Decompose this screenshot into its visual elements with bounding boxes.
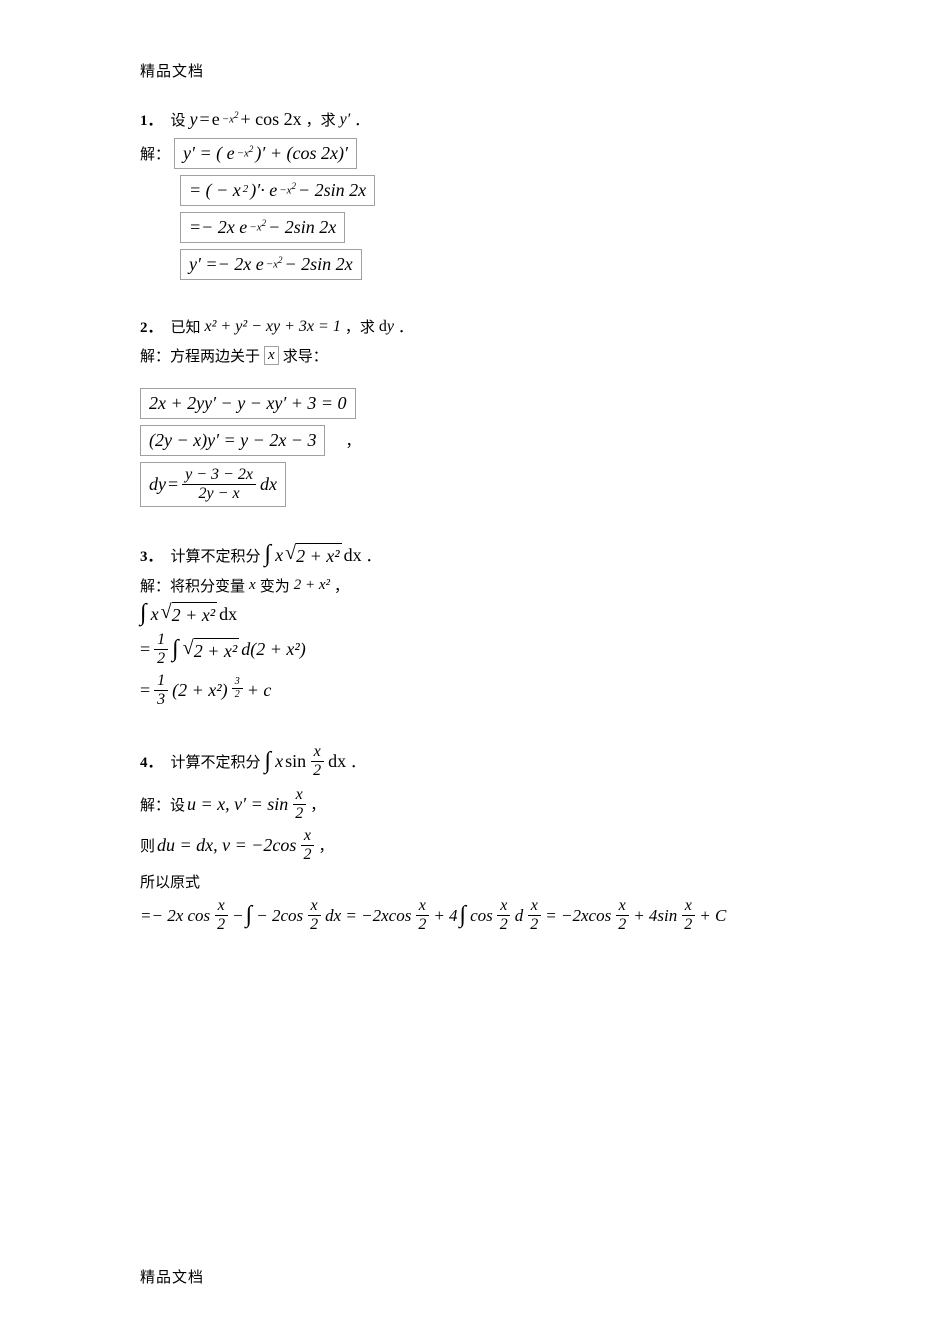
fraction: y − 3 − 2x 2y − x xyxy=(182,467,256,502)
solution-line: = 1 2 ∫ √2 + x² d(2 + x²) xyxy=(140,632,805,667)
boxed-math: = ( − x2)′· e−x2 − 2sin 2x xyxy=(180,175,375,206)
math-expression: y = e−x2 + cos 2x xyxy=(190,109,302,130)
boxed-math: (2y − x)y′ = y − 2x − 3 xyxy=(140,425,325,456)
solution-label: 解：方程两边关于 x 求导： xyxy=(140,345,805,366)
fraction-exponent: 3 2 xyxy=(230,677,245,700)
sqrt: √2 + x² xyxy=(183,638,240,662)
solution-line: 则 du = dx, v = −2cos x 2 ， xyxy=(140,828,805,863)
sqrt: √2 + x² xyxy=(285,543,342,567)
fraction: x2 xyxy=(615,898,629,933)
integral-icon: ∫ xyxy=(265,752,272,771)
boxed-math: dy = y − 3 − 2x 2y − x dx xyxy=(140,462,286,507)
fraction: x2 xyxy=(415,898,429,933)
fraction: x2 xyxy=(681,898,695,933)
solution-line: = 1 3 (2 + x²) 3 2 + c xyxy=(140,673,805,708)
problem-2: 2． 已知 x² + y² − xy + 3x = 1 ，求 dy ． xyxy=(140,316,805,337)
solution-line: 解：设 u = x, v′ = sin x 2 ， xyxy=(140,787,805,822)
fraction: 1 2 xyxy=(154,632,168,667)
fraction: x2 xyxy=(214,898,228,933)
math-expression: ∫ x √2 + x² dx xyxy=(265,543,362,567)
solution-line: 解： y′ = ( e−x2 )′ + (cos 2x)′ xyxy=(140,138,805,169)
fraction: x 2 xyxy=(300,828,314,863)
solution-line: dy = y − 3 − 2x 2y − x dx xyxy=(140,462,805,507)
problem-1: 1． 设 y = e−x2 + cos 2x ，求 y′ ． xyxy=(140,109,805,130)
integral-icon: ∫ xyxy=(246,906,253,925)
solution-label: 所以原式 xyxy=(140,871,805,892)
fraction: x 2 xyxy=(310,744,324,779)
integral-icon: ∫ xyxy=(460,906,467,925)
problem-3: 3． 计算不定积分 ∫ x √2 + x² dx ． xyxy=(140,543,805,567)
fraction: x2 xyxy=(307,898,321,933)
problem-number: 3． xyxy=(140,545,163,566)
solution-line: (2y − x)y′ = y − 2x − 3 ， xyxy=(140,425,805,456)
solution-line: =− 2x cos x2 − ∫ − 2cos x2 dx = −2xcos x… xyxy=(140,898,805,933)
math-expression: ∫ x sin x 2 dx xyxy=(265,744,347,779)
fraction: 1 3 xyxy=(154,673,168,708)
problem-number: 2． xyxy=(140,316,163,337)
solution-label: 解：将积分变量 x 变为 2 + x² ， xyxy=(140,575,805,596)
problem-number: 4． xyxy=(140,751,163,772)
page-header: 精品文档 xyxy=(140,60,805,81)
fraction: x 2 xyxy=(292,787,306,822)
math-expression: x² + y² − xy + 3x = 1 xyxy=(205,318,341,336)
text-label: ，求 xyxy=(306,109,336,130)
solution-line: 2x + 2yy′ − y − xy′ + 3 = 0 xyxy=(140,388,805,419)
problem-number: 1． xyxy=(140,109,163,130)
document-page: 精品文档 1． 设 y = e−x2 + cos 2x ，求 y′ ． 解： y… xyxy=(0,0,945,1337)
solution-line: ∫ x √2 + x² dx xyxy=(140,602,805,626)
fraction: x2 xyxy=(497,898,511,933)
solution-line: = ( − x2)′· e−x2 − 2sin 2x xyxy=(180,175,805,206)
solution-line: =− 2x e−x2 − 2sin 2x xyxy=(180,212,805,243)
boxed-math: 2x + 2yy′ − y − xy′ + 3 = 0 xyxy=(140,388,356,419)
fraction: x2 xyxy=(527,898,541,933)
math-expression: y′ xyxy=(340,111,351,129)
solution-line: y′ =− 2x e−x2 − 2sin 2x xyxy=(180,249,805,280)
problem-4: 4． 计算不定积分 ∫ x sin x 2 dx ． xyxy=(140,744,805,779)
integral-icon: ∫ xyxy=(265,545,272,564)
sqrt: √2 + x² xyxy=(161,602,218,626)
page-footer: 精品文档 xyxy=(140,1266,204,1287)
boxed-var: x xyxy=(264,346,279,365)
boxed-math: y′ =− 2x e−x2 − 2sin 2x xyxy=(180,249,362,280)
integral-icon: ∫ xyxy=(172,640,179,659)
integral-icon: ∫ xyxy=(140,604,147,623)
text-label: 设 xyxy=(171,109,186,130)
boxed-math: y′ = ( e−x2 )′ + (cos 2x)′ xyxy=(174,138,357,169)
math-expression: dy xyxy=(379,318,394,336)
boxed-math: =− 2x e−x2 − 2sin 2x xyxy=(180,212,345,243)
